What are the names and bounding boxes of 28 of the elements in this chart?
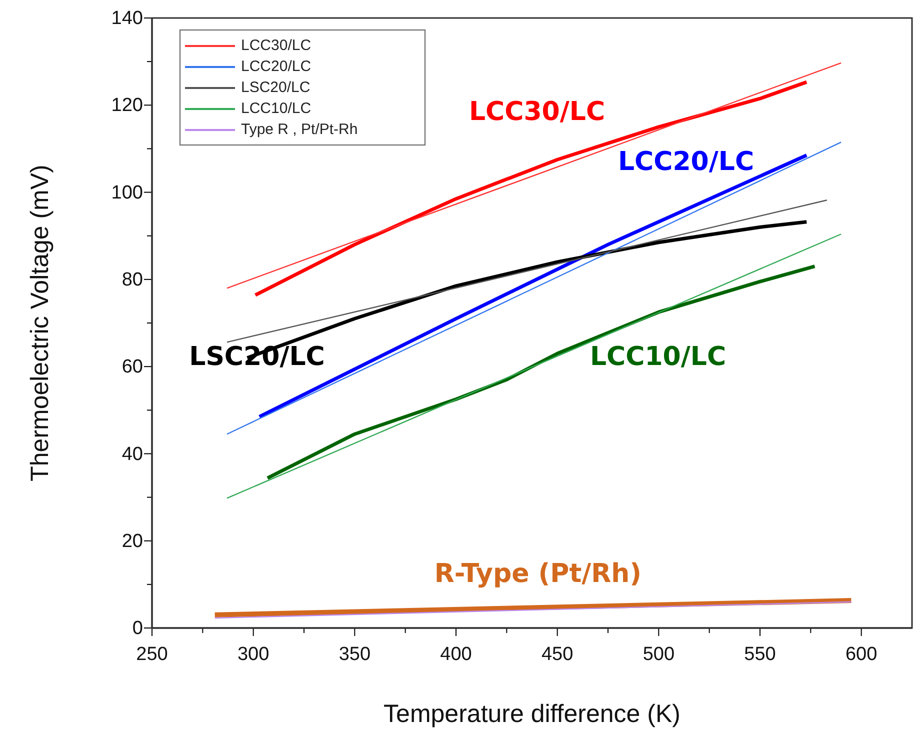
x-tick-label: 300 (237, 644, 270, 665)
x-tick-label: 250 (136, 644, 168, 665)
legend-label: LSC20/LC (241, 78, 310, 96)
y-tick-label: 100 (111, 182, 143, 204)
x-tick-label: 550 (744, 644, 776, 665)
legend-label: LCC30/LC (241, 36, 312, 54)
annotation: LCC10/LC (590, 342, 726, 372)
y-tick-label: 20 (122, 530, 143, 552)
legend-label: LCC20/LC (241, 58, 312, 75)
x-axis-title: Temperature difference (K) (384, 700, 680, 728)
legend-label: Type R , Pt/Pt-Rh (241, 120, 358, 138)
x-tick-label: 400 (440, 644, 472, 665)
y-tick-label: 40 (122, 444, 143, 465)
y-tick-label: 80 (122, 270, 143, 291)
annotation: LSC20/LC (189, 342, 325, 372)
y-tick-label: 120 (111, 95, 143, 116)
y-tick-label: 60 (122, 356, 143, 378)
x-tick-label: 600 (845, 644, 878, 665)
annotation: LCC20/LC (618, 147, 754, 178)
x-tick-label: 450 (541, 644, 574, 665)
y-axis-title: Thermoelectric Voltage (mV) (26, 164, 54, 482)
y-tick-label: 140 (111, 8, 143, 30)
x-tick-label: 500 (642, 644, 675, 665)
legend-label: LCC10/LC (241, 100, 312, 117)
y-tick-label: 0 (132, 618, 143, 640)
x-tick-label: 350 (338, 644, 371, 665)
annotation: LCC30/LC (468, 97, 606, 128)
annotation: R-Type (Pt/Rh) (434, 559, 642, 590)
